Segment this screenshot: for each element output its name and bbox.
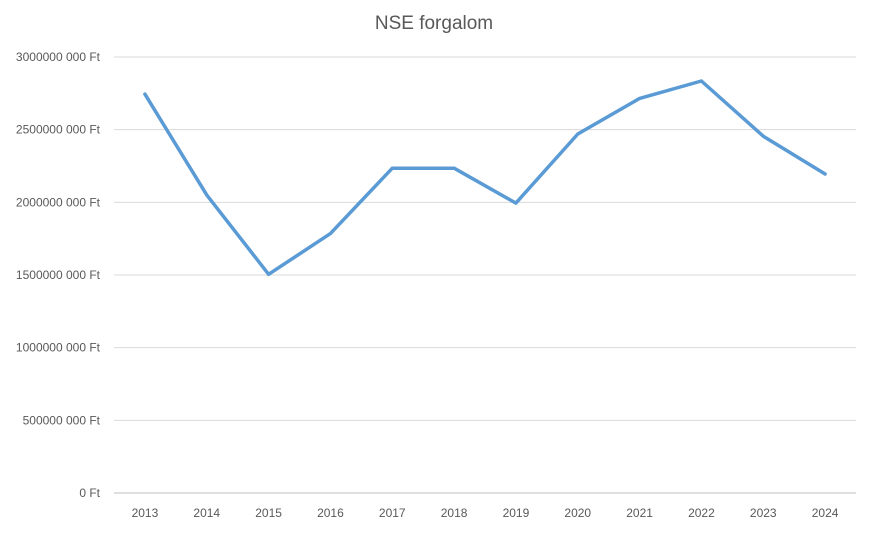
x-tick-label: 2020 bbox=[564, 506, 591, 520]
x-tick-label: 2014 bbox=[193, 506, 220, 520]
y-tick-label: 1000000 000 Ft bbox=[16, 341, 101, 355]
y-tick-label: 500000 000 Ft bbox=[23, 413, 101, 427]
series-layer bbox=[143, 79, 827, 277]
x-tick-label: 2015 bbox=[255, 506, 282, 520]
gridlines bbox=[114, 56, 856, 421]
y-axis-ticks: 0 Ft 500000 000 Ft 1000000 000 Ft 1500000 0… bbox=[16, 50, 101, 500]
x-tick-label: 2017 bbox=[379, 506, 406, 520]
x-axis-ticks: 2013 2014 2015 2016 2017 2018 2019 2020 2021 2022… bbox=[132, 506, 839, 520]
y-tick-label: 1500000 000 Ft bbox=[16, 268, 101, 282]
series-line bbox=[143, 79, 827, 277]
y-tick-label: 3000000 000 Ft bbox=[16, 50, 101, 64]
x-tick-label: 2016 bbox=[317, 506, 344, 520]
y-tick-label: 0 Ft bbox=[79, 486, 100, 500]
x-tick-label: 2019 bbox=[503, 506, 530, 520]
y-tick-label: 2500000 000 Ft bbox=[16, 123, 101, 137]
x-tick-label: 2024 bbox=[812, 506, 839, 520]
x-tick-label: 2018 bbox=[441, 506, 468, 520]
x-tick-label: 2021 bbox=[626, 506, 653, 520]
y-tick-label: 2000000 000 Ft bbox=[16, 195, 101, 209]
x-tick-label: 2022 bbox=[688, 506, 715, 520]
x-tick-label: 2023 bbox=[750, 506, 777, 520]
x-tick-label: 2013 bbox=[132, 506, 159, 520]
chart-title: NSE forgalom bbox=[375, 13, 493, 34]
